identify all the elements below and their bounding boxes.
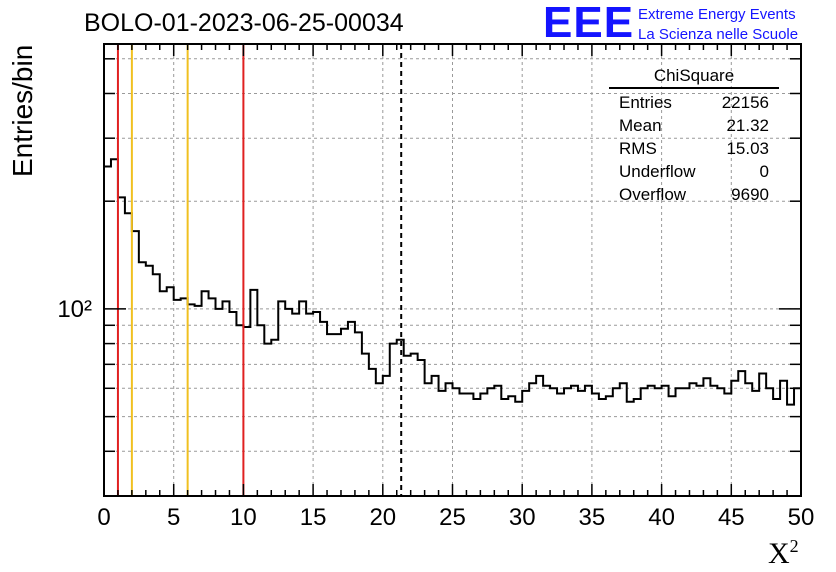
x-tick-label: 35 xyxy=(579,504,606,531)
x-tick-label: 20 xyxy=(369,504,396,531)
logo-line-1: Extreme Energy Events xyxy=(638,6,796,23)
stats-label: Underflow xyxy=(619,162,696,181)
x-tick-label: 45 xyxy=(718,504,745,531)
stats-row-rms: RMS 15.03 xyxy=(609,137,779,160)
stats-box: ChiSquare Entries 22156 Mean 21.32 RMS 15.0… xyxy=(609,66,779,206)
eee-logo: EEE xyxy=(543,0,635,47)
stats-row-mean: Mean 21.32 xyxy=(609,114,779,137)
stats-value: 9690 xyxy=(731,185,769,204)
stats-label: Mean xyxy=(619,116,662,135)
x-tick-label: 25 xyxy=(439,504,466,531)
x-tick-label: 50 xyxy=(788,504,815,531)
x-tick-label: 5 xyxy=(167,504,180,531)
x-tick-label: 10 xyxy=(230,504,257,531)
stats-value: 15.03 xyxy=(726,139,769,158)
stats-row-overflow: Overflow 9690 xyxy=(609,183,779,206)
stats-box-title: ChiSquare xyxy=(609,66,779,89)
stats-row-entries: Entries 22156 xyxy=(609,91,779,114)
x-tick-label: 30 xyxy=(509,504,536,531)
x-tick-label: 15 xyxy=(300,504,327,531)
stats-label: Entries xyxy=(619,93,672,112)
stats-row-underflow: Underflow 0 xyxy=(609,160,779,183)
y-tick-label: 10² xyxy=(57,296,92,323)
stats-value: 0 xyxy=(759,162,769,181)
histogram-series xyxy=(104,158,801,406)
stats-value: 21.32 xyxy=(726,116,769,135)
x-tick-label: 0 xyxy=(97,504,110,531)
y-axis-label: Entries/bin xyxy=(7,44,38,177)
stats-label: Overflow xyxy=(619,185,687,204)
chart-title: BOLO-01-2023-06-25-00034 xyxy=(84,9,404,37)
x-axis-label: X2 xyxy=(768,536,799,570)
logo-line-2: La Scienza nelle Scuole xyxy=(638,26,799,43)
stats-value: 22156 xyxy=(721,93,769,112)
stats-label: RMS xyxy=(619,139,657,158)
x-tick-label: 40 xyxy=(648,504,675,531)
